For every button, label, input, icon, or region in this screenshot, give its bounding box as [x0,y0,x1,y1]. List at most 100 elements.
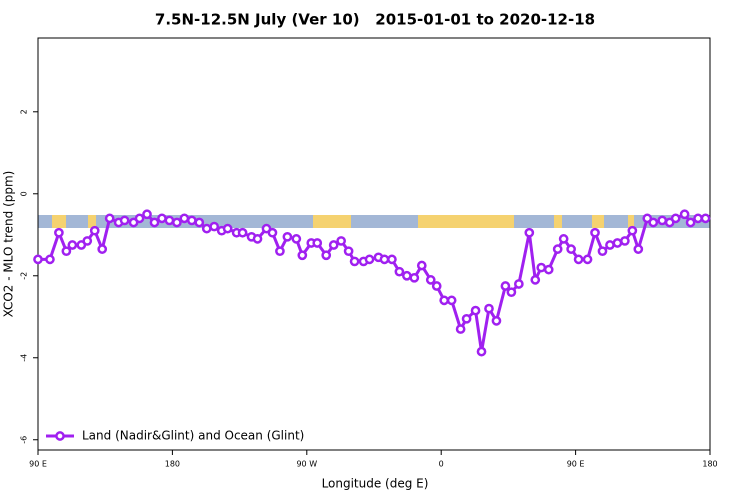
land-patch [418,215,514,228]
data-point [119,215,130,226]
data-point [484,303,494,314]
data-point [530,275,541,285]
x-axis-label: Longitude (deg E) [322,477,429,491]
y-tick-label: -2 [20,272,29,280]
data-point [164,215,175,226]
data-point [514,279,524,289]
data-point [700,213,711,224]
y-axis-label: XCO2 - MLO trend (ppm) [2,171,16,318]
data-point [455,324,466,334]
data-point [543,264,554,275]
x-tick-label: 0 [439,460,444,469]
x-tick-label: 180 [165,460,180,469]
data-point [620,236,630,246]
data-point [82,236,93,246]
data-point [379,254,390,265]
data-point [237,227,248,238]
data-point [364,254,375,265]
data-point [491,316,502,326]
data-point [267,227,278,238]
x-tick-label: 90 E [29,460,47,469]
data-point [461,313,472,324]
legend-label: Land (Nadir&Glint) and Ocean (Glint) [82,429,304,443]
data-point [172,217,182,228]
data-point [336,236,346,246]
data-point [312,238,323,248]
data-point [67,240,78,250]
data-point [157,213,167,224]
data-point [536,262,547,273]
data-point [685,217,696,228]
data-point [657,215,668,226]
data-point [209,221,220,232]
data-point [349,256,360,267]
data-point [416,260,427,271]
data-point [297,250,308,261]
land-patch [554,215,562,228]
data-point [633,244,644,254]
data-point [679,209,690,220]
data-point [612,238,623,248]
data-point [524,227,535,238]
data-point [275,246,285,257]
data-point [394,266,405,277]
data-point [425,275,436,285]
data-point [222,223,233,234]
data-point [61,246,72,257]
data-point [33,254,43,265]
data-point [291,234,302,244]
data-point [142,209,152,220]
x-tick-label: 180 [702,460,717,469]
x-tick-label: 90 E [567,460,585,469]
data-point [693,213,703,224]
data-line [38,212,706,354]
data-point [252,234,263,244]
data-point [194,217,205,228]
y-tick-label: 0 [20,191,29,196]
land-patch [88,215,96,228]
data-point [54,227,64,238]
data-point [648,217,659,228]
data-point [573,254,584,265]
data-point [439,295,450,306]
data-point [670,213,681,224]
plot-frame [37,37,711,451]
data-point [201,223,212,234]
data-point [186,215,197,226]
data-point [282,231,293,242]
data-point [431,281,442,291]
data-point [558,234,569,244]
x-tick-label: 90 W [296,460,317,469]
data-point [179,213,190,224]
data-point [500,281,511,291]
land-patch [313,215,351,228]
data-point [149,217,160,228]
y-tick-label: -4 [20,354,29,362]
data-point [552,244,563,254]
y-tick-label: 2 [20,109,29,114]
data-point [590,227,600,238]
data-point [566,244,576,254]
data-point [387,254,397,265]
y-tick-label: -6 [20,436,29,444]
data-point [104,213,115,224]
data-point [343,246,354,257]
data-point [402,270,412,281]
data-point [506,287,517,298]
data-point [134,213,145,224]
data-point [470,305,481,316]
data-point [605,240,615,250]
data-point [597,246,608,257]
data-point [409,272,420,283]
data-point [97,244,108,254]
land-patch [628,215,634,228]
data-point [582,254,593,265]
legend-marker [55,431,65,441]
data-point [321,250,332,261]
data-point [446,295,457,306]
data-point [627,225,638,236]
land-patch [592,215,604,228]
data-point [476,346,487,357]
